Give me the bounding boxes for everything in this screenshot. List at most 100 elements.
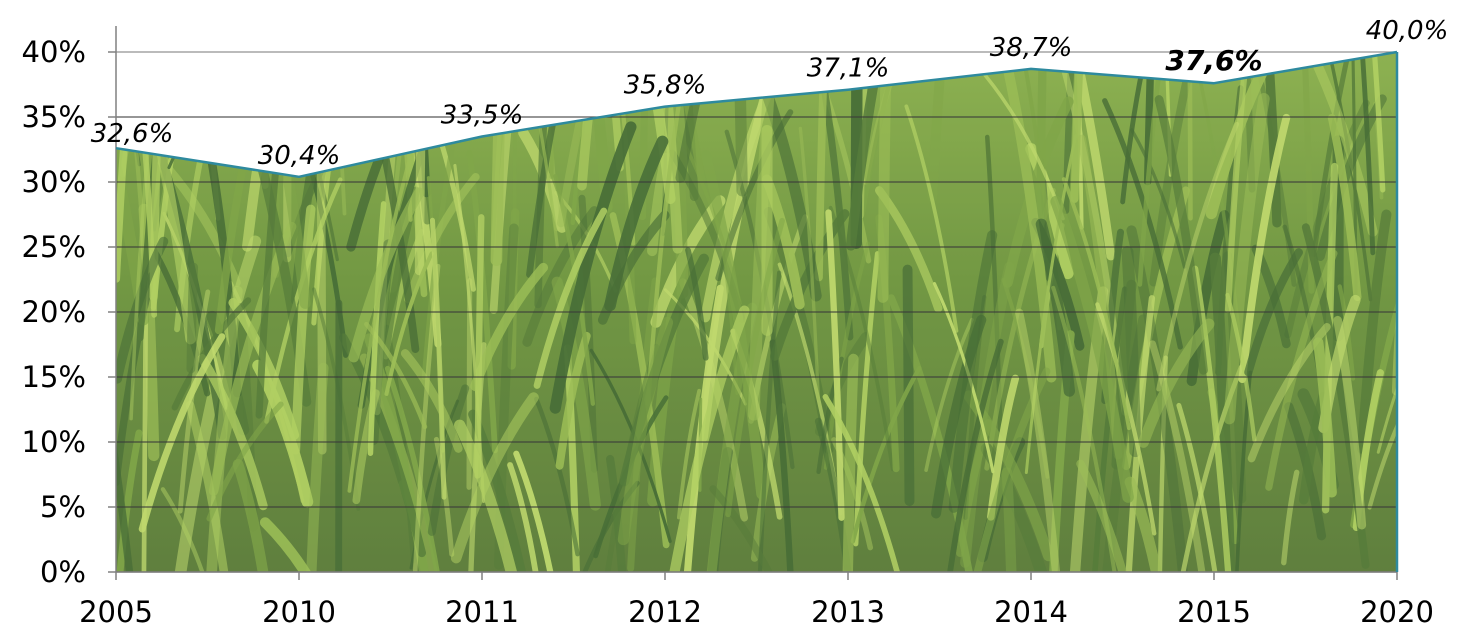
grass-blade	[1367, 369, 1397, 510]
data-labels: 32,6% 30,4% 33,5% 35,8% 37,1% 38,7% 37,6% 40,0%	[91, 16, 1449, 171]
grass-blade	[1327, 113, 1362, 302]
grass-blade	[822, 394, 901, 572]
grass-blade	[1186, 210, 1230, 387]
grass-blade	[1137, 52, 1177, 287]
grass-blade	[259, 517, 338, 572]
grass-blade	[1061, 177, 1131, 431]
data-label: 38,7%	[990, 33, 1073, 63]
grass-blade	[1121, 246, 1142, 458]
grass-blade	[421, 143, 456, 381]
grass-blade	[589, 52, 624, 172]
grass-blade	[1091, 286, 1128, 572]
grass-blade	[1002, 64, 1057, 383]
grass-blade	[450, 392, 539, 564]
x-tick-label: 2015	[1177, 595, 1251, 629]
grass-blade	[1229, 52, 1256, 193]
x-tick-label: 2011	[445, 595, 519, 629]
grass-blade	[1376, 274, 1397, 454]
grass-blade	[507, 208, 520, 370]
grass-blade	[924, 317, 974, 472]
grass-blade	[611, 52, 676, 204]
grass-blade	[205, 285, 243, 572]
grass-blade	[825, 209, 845, 521]
grass-blade	[1238, 113, 1291, 384]
grass-blade	[1051, 285, 1122, 572]
x-tick-label: 2010	[262, 595, 336, 629]
grass-blade	[494, 223, 519, 570]
grass-blade	[116, 429, 143, 572]
area-fill	[116, 52, 1397, 572]
grass-blade	[1143, 52, 1162, 186]
grass-blade	[821, 89, 854, 341]
grass-blade	[605, 454, 629, 572]
grass-blade	[1351, 52, 1376, 256]
grass-blade	[1186, 52, 1193, 221]
grass-blade	[1071, 52, 1084, 230]
y-tick-label: 15%	[22, 360, 86, 394]
y-tick-label: 35%	[22, 100, 86, 134]
grass-blade	[842, 353, 859, 572]
grass-blade	[676, 388, 702, 520]
grass-blade	[186, 262, 199, 374]
grass-blade	[197, 354, 268, 511]
grass-blade	[645, 97, 682, 407]
grass-blade	[1311, 52, 1379, 257]
grass-blade	[1291, 52, 1378, 237]
grass-blade	[904, 104, 959, 333]
grass-blade	[1001, 467, 1018, 572]
grass-blade	[564, 52, 613, 213]
grass-blade	[747, 75, 776, 421]
grass-blade	[700, 88, 773, 323]
grass-blade	[1191, 265, 1232, 572]
data-label: 33,5%	[441, 101, 524, 131]
grass-blade	[798, 126, 820, 401]
x-tick-label: 2014	[994, 595, 1068, 629]
y-tick-label: 0%	[40, 555, 86, 589]
y-tick-label: 10%	[22, 425, 86, 459]
grass-blade	[400, 349, 463, 453]
grass-blade	[769, 339, 795, 572]
y-tick-label: 25%	[22, 230, 86, 264]
grass-blade	[290, 204, 316, 455]
x-tick-label: 2013	[811, 595, 885, 629]
grass-blade	[709, 485, 797, 572]
grass-blade	[116, 271, 156, 487]
grass-blade	[160, 487, 216, 572]
grass-blade	[1076, 459, 1142, 572]
grass-blade	[468, 409, 538, 572]
y-tick-label: 20%	[22, 295, 86, 329]
x-tick-label: 2020	[1360, 595, 1434, 629]
grass-blade	[549, 121, 637, 414]
grass-blade	[1315, 94, 1387, 261]
grass-blade	[853, 251, 880, 547]
grass-blade	[228, 297, 300, 440]
grass-blade	[627, 52, 706, 185]
grass-blade	[1002, 96, 1074, 288]
grass-blade	[1035, 218, 1076, 397]
grass-blade	[138, 333, 226, 533]
grass-blade	[555, 331, 591, 470]
grass-blade	[466, 150, 498, 454]
grass-blade	[1176, 402, 1225, 572]
data-label: 30,4%	[258, 141, 341, 171]
axes	[108, 26, 1398, 580]
grass-blade	[116, 52, 150, 326]
grass-blade	[1149, 52, 1212, 287]
grass-blade	[850, 365, 922, 544]
grass-blade	[513, 450, 561, 572]
grass-blade	[1244, 248, 1303, 377]
y-tick-label: 5%	[40, 490, 86, 524]
grass-blade	[1313, 337, 1337, 498]
data-label: 37,6%	[1165, 44, 1262, 77]
grass-blade	[116, 236, 169, 384]
series-line-path	[115, 50, 1398, 179]
grass-blade	[1333, 315, 1367, 530]
grass-blade	[1223, 93, 1270, 425]
grass-blade	[522, 206, 600, 347]
grass-blade	[1024, 134, 1078, 475]
grass-blade	[429, 217, 447, 500]
area-fill-haze	[116, 52, 1397, 572]
grass-blade	[427, 384, 470, 536]
grass-blade	[1015, 308, 1062, 572]
data-label: 32,6%	[91, 119, 174, 149]
